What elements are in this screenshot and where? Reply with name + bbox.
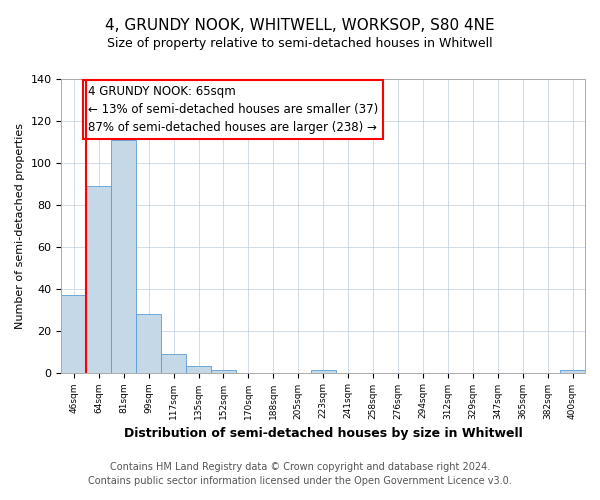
Bar	[186, 366, 211, 372]
Bar	[111, 140, 136, 372]
Text: 4 GRUNDY NOOK: 65sqm
← 13% of semi-detached houses are smaller (37)
87% of semi-: 4 GRUNDY NOOK: 65sqm ← 13% of semi-detac…	[88, 85, 378, 134]
Text: Size of property relative to semi-detached houses in Whitwell: Size of property relative to semi-detach…	[107, 38, 493, 51]
Bar	[161, 354, 186, 372]
Bar	[311, 370, 335, 372]
Bar	[86, 186, 111, 372]
Bar	[61, 295, 86, 372]
Text: Contains public sector information licensed under the Open Government Licence v3: Contains public sector information licen…	[88, 476, 512, 486]
Bar	[211, 370, 236, 372]
Text: Contains HM Land Registry data © Crown copyright and database right 2024.: Contains HM Land Registry data © Crown c…	[110, 462, 490, 472]
Y-axis label: Number of semi-detached properties: Number of semi-detached properties	[15, 123, 25, 329]
Text: 4, GRUNDY NOOK, WHITWELL, WORKSOP, S80 4NE: 4, GRUNDY NOOK, WHITWELL, WORKSOP, S80 4…	[105, 18, 495, 32]
Bar	[136, 314, 161, 372]
Bar	[560, 370, 585, 372]
X-axis label: Distribution of semi-detached houses by size in Whitwell: Distribution of semi-detached houses by …	[124, 427, 523, 440]
